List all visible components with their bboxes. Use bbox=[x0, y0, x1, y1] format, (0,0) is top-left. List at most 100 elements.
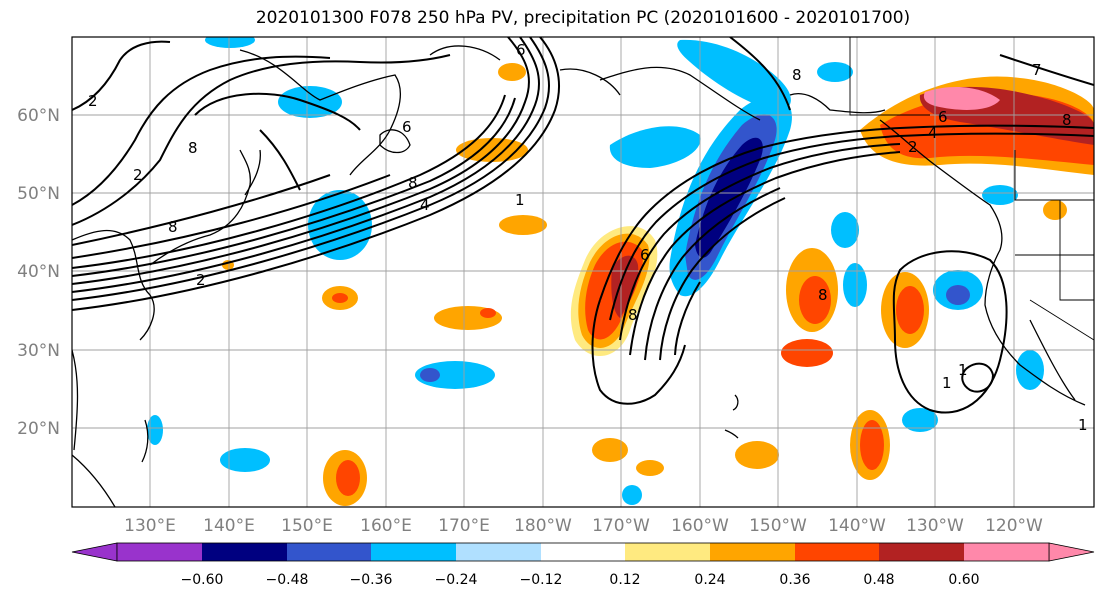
contour-label: 4 bbox=[420, 196, 430, 214]
contour-label: 2 bbox=[196, 271, 206, 289]
contour-label: 1 bbox=[1078, 416, 1088, 434]
latitude-labels: 60°N 50°N 40°N 30°N 20°N bbox=[17, 106, 60, 439]
colorbar: −0.60 −0.48 −0.36 −0.24 −0.12 0.12 0.24 … bbox=[71, 542, 1095, 588]
contour-label: 6 bbox=[516, 41, 526, 59]
contour-label: 6 bbox=[938, 108, 948, 126]
negative-anomaly-area bbox=[622, 485, 642, 505]
pv-contour bbox=[629, 151, 901, 356]
negative-anomaly-area bbox=[147, 415, 163, 445]
contour-label: 8 bbox=[188, 139, 198, 157]
pv-contour bbox=[659, 197, 786, 361]
negative-anomaly-area bbox=[843, 263, 867, 307]
lat-label: 30°N bbox=[17, 341, 60, 361]
pv-contour bbox=[609, 132, 1094, 321]
colorbar-cell bbox=[287, 543, 371, 561]
figure-title: 2020101300 F078 250 hPa PV, precipitatio… bbox=[255, 8, 911, 28]
pv-contour bbox=[72, 37, 550, 301]
pv-contour bbox=[72, 97, 516, 277]
negative-anomaly-area bbox=[420, 368, 440, 382]
colorbar-tick-label: 0.24 bbox=[694, 572, 725, 588]
negative-anomaly-area bbox=[831, 212, 859, 248]
contour-label: 2 bbox=[133, 166, 143, 184]
positive-anomaly-area bbox=[799, 276, 831, 324]
colorbar-tick-label: −0.24 bbox=[435, 572, 478, 588]
pv-contour bbox=[72, 40, 171, 111]
coastlines bbox=[72, 45, 1086, 507]
lat-label: 20°N bbox=[17, 419, 60, 439]
lon-label: 140°E bbox=[203, 516, 255, 536]
pv-contour bbox=[591, 299, 686, 405]
contour-label: 1 bbox=[942, 374, 952, 392]
contour-label: 6 bbox=[640, 246, 650, 264]
pv-contour bbox=[999, 54, 1094, 86]
contour-label: 1 bbox=[515, 191, 525, 209]
pv-contour bbox=[599, 124, 1094, 301]
precip-anomaly-shading bbox=[147, 37, 1094, 506]
colorbar-cell bbox=[456, 543, 541, 561]
positive-anomaly-area bbox=[332, 293, 348, 303]
colorbar-tick-label: 0.60 bbox=[948, 572, 979, 588]
contour-label: 8 bbox=[408, 174, 418, 192]
contour-label: 8 bbox=[818, 286, 828, 304]
longitude-labels: 130°E 140°E 150°E 160°E 170°E 180°W 170°… bbox=[124, 516, 1043, 536]
lon-label: 120°W bbox=[985, 516, 1043, 536]
colorbar-tick-label: −0.48 bbox=[266, 572, 309, 588]
political-borders bbox=[849, 37, 1094, 341]
contour-label: 8 bbox=[1062, 111, 1072, 129]
pv-contour bbox=[194, 92, 361, 131]
pv-contour bbox=[674, 281, 701, 356]
pv-contour bbox=[961, 362, 995, 393]
negative-anomaly-area bbox=[1016, 350, 1044, 390]
contour-label: 2 bbox=[908, 138, 918, 156]
pv-contour bbox=[72, 94, 506, 269]
pv-contour bbox=[72, 37, 530, 285]
positive-anomaly-area bbox=[735, 441, 779, 469]
positive-anomaly-area bbox=[636, 460, 664, 476]
lat-label: 40°N bbox=[17, 262, 60, 282]
lon-label: 170°W bbox=[592, 516, 650, 536]
colorbar-min-arrow bbox=[71, 542, 118, 562]
positive-anomaly-area bbox=[896, 286, 924, 334]
positive-anomaly-area bbox=[860, 420, 884, 470]
lon-label: 170°E bbox=[438, 516, 490, 536]
pv-contour bbox=[72, 37, 561, 311]
contour-label: 8 bbox=[628, 306, 638, 324]
contour-label: 7 bbox=[1032, 61, 1042, 79]
graticule bbox=[72, 37, 1094, 507]
pv-contour bbox=[644, 187, 781, 361]
negative-anomaly-area bbox=[609, 126, 701, 168]
colorbar-cell bbox=[541, 543, 625, 561]
contour-label: 4 bbox=[928, 124, 938, 142]
colorbar-cell bbox=[202, 543, 287, 561]
map-frame bbox=[71, 36, 1095, 508]
positive-anomaly-area bbox=[1043, 200, 1067, 220]
positive-anomaly-area bbox=[923, 86, 1000, 110]
colorbar-tick-label: 0.36 bbox=[779, 572, 810, 588]
negative-anomaly-area bbox=[946, 285, 970, 305]
positive-anomaly-area bbox=[480, 308, 496, 318]
colorbar-cell bbox=[710, 543, 795, 561]
pv-contour bbox=[892, 250, 1008, 414]
pv-contour bbox=[72, 37, 540, 293]
colorbar-tick-label: −0.36 bbox=[350, 572, 393, 588]
pv-contour bbox=[619, 143, 901, 341]
colorbar-cell bbox=[371, 543, 456, 561]
positive-anomaly-area bbox=[781, 339, 833, 367]
colorbar-tick-label: 0.48 bbox=[863, 572, 894, 588]
negative-anomaly-area bbox=[220, 448, 270, 472]
contour-label: 2 bbox=[88, 92, 98, 110]
negative-anomaly-area bbox=[902, 408, 938, 432]
lon-label: 130°W bbox=[906, 516, 964, 536]
pv-contour bbox=[72, 55, 331, 206]
pv-contour bbox=[729, 37, 791, 111]
pv-contours bbox=[72, 37, 1094, 414]
pv-contour bbox=[72, 174, 391, 259]
colorbar-tick-label: −0.60 bbox=[181, 572, 224, 588]
colorbar-cell bbox=[879, 543, 964, 561]
colorbar-cell bbox=[117, 543, 202, 561]
lon-label: 130°E bbox=[124, 516, 176, 536]
negative-anomaly-area bbox=[982, 185, 1018, 205]
negative-anomaly-area bbox=[278, 86, 342, 118]
lat-label: 50°N bbox=[17, 184, 60, 204]
